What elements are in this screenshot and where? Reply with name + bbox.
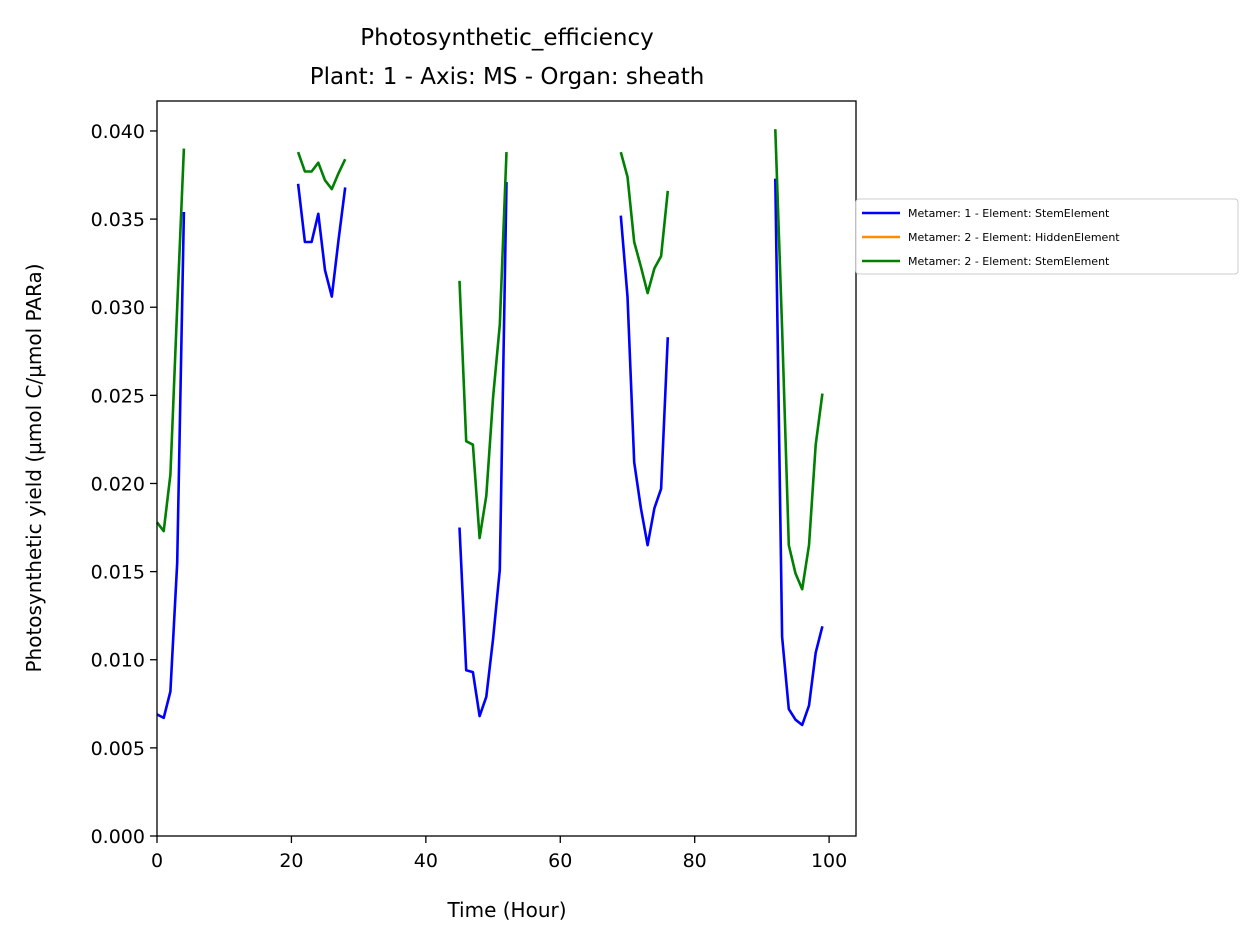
series-1-line-segment-3: [458, 182, 508, 718]
legend-label-2: Metamer: 2 - Element: HiddenElement: [908, 231, 1120, 244]
y-tick-label: 0.030: [91, 297, 145, 319]
y-tick-label: 0.015: [91, 562, 145, 584]
x-axis-ticks: 0 20 40 60 80 100: [151, 836, 847, 872]
y-tick-label: 0.035: [91, 209, 145, 231]
chart-title: Photosynthetic_efficiency: [360, 25, 654, 51]
series-1-line-segment-2: [296, 183, 347, 298]
x-tick-label: 0: [151, 850, 163, 872]
x-tick-label: 80: [683, 850, 707, 872]
y-tick-label: 0.010: [91, 650, 145, 672]
y-tick-label: 0.005: [91, 738, 145, 760]
y-tick-label: 0.040: [91, 121, 145, 143]
x-tick-label: 20: [279, 850, 303, 872]
series-3-line-segment-1: [155, 148, 186, 533]
series-3-line-segment-4: [619, 151, 670, 295]
series-3-line-segment-3: [458, 152, 508, 540]
legend: Metamer: 1 - Element: StemElement Metamer…: [855, 198, 1239, 275]
y-axis-label: Photosynthetic yield (µmol C/µmol PARa): [22, 263, 46, 672]
series-3-line-segment-2: [296, 151, 347, 191]
legend-label-3: Metamer: 2 - Element: StemElement: [908, 255, 1110, 268]
x-tick-label: 100: [811, 850, 847, 872]
x-axis-label: Time (Hour): [446, 898, 566, 922]
series-1-line-segment-1: [156, 211, 186, 720]
series-1-line-segment-5: [774, 178, 824, 727]
y-tick-label: 0.000: [91, 826, 145, 848]
x-tick-label: 60: [548, 850, 572, 872]
y-axis-ticks: 0.000 0.005 0.010 0.015 0.020 0.025 0.030 0.035…: [91, 121, 157, 848]
y-tick-label: 0.025: [91, 385, 145, 407]
plot-frame: [156, 100, 857, 837]
series-1-line-segment-4: [619, 215, 670, 547]
x-tick-label: 40: [414, 850, 438, 872]
series-3-line-segment-5: [774, 129, 824, 591]
legend-label-1: Metamer: 1 - Element: StemElement: [908, 207, 1110, 220]
chart-subtitle: Plant: 1 - Axis: MS - Organ: sheath: [310, 64, 705, 90]
legend-box: [855, 198, 1239, 275]
y-tick-label: 0.020: [91, 473, 145, 495]
plot-lines: [155, 129, 824, 727]
